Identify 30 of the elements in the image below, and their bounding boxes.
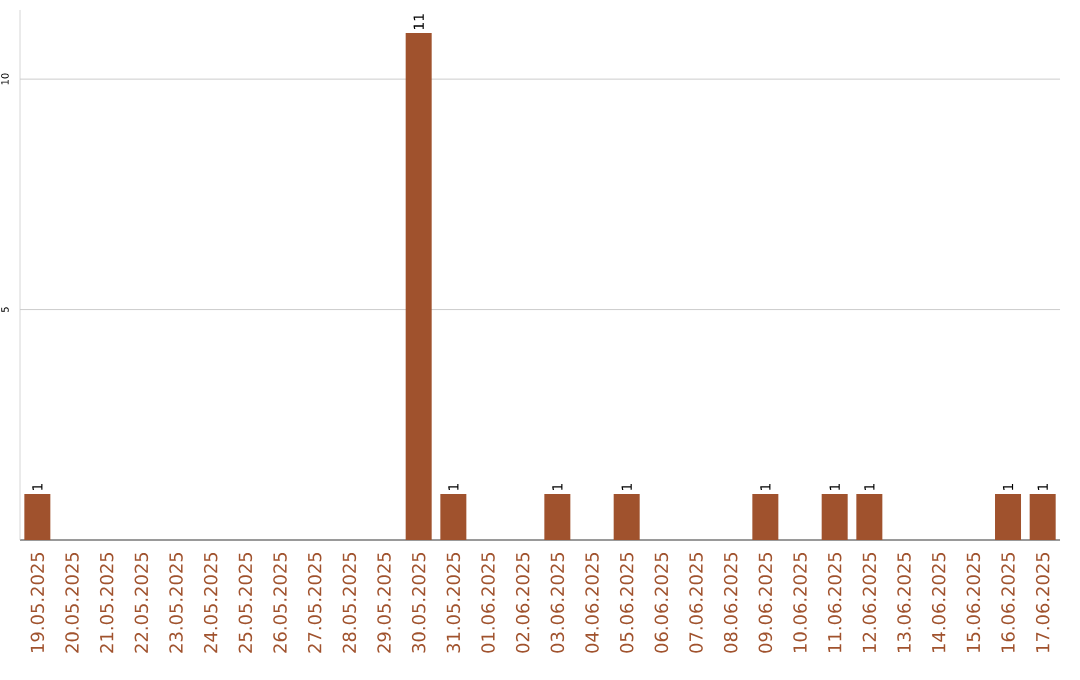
x-tick-label: 27.05.2025 [307, 552, 322, 653]
x-tick-label: 11.06.2025 [827, 552, 842, 652]
x-tick-label: 13.06.2025 [897, 552, 911, 652]
x-tick-label: 23.05.2025 [169, 552, 183, 653]
x-tick-label: 07.06.2025 [689, 552, 703, 653]
x-tick-label: 16.06.2025 [1001, 552, 1015, 652]
x-tick-label: 29.05.2025 [377, 552, 391, 653]
x-tick-label: 03.06.2025 [550, 552, 565, 653]
x-tick-label: 08.06.2025 [723, 552, 738, 653]
x-tick-label: 28.05.2025 [342, 552, 357, 653]
x-tick-label: 15.06.2025 [966, 552, 981, 652]
x-tick-label: 12.06.2025 [862, 552, 877, 652]
x-tick-label: 17.06.2025 [1035, 552, 1050, 652]
x-tick-label: 14.06.2025 [931, 552, 946, 652]
x-tick-label: 24.05.2025 [203, 552, 218, 653]
x-tick-label: 30.05.2025 [411, 552, 426, 653]
x-tick-label: 31.05.2025 [446, 552, 461, 653]
x-tick-label: 25.05.2025 [238, 552, 253, 653]
x-tick-label: 05.06.2025 [619, 552, 634, 653]
x-tick-label: 20.05.2025 [65, 552, 79, 653]
x-tick-label: 10.06.2025 [793, 552, 807, 652]
x-tick-label: 02.06.2025 [515, 552, 530, 653]
x-tick-label: 26.05.2025 [273, 552, 287, 653]
x-tick-label: 04.06.2025 [585, 552, 599, 653]
x-tick-label: 21.05.2025 [99, 552, 114, 653]
x-tick-label: 19.05.2025 [30, 552, 45, 652]
x-tick-label: 22.05.2025 [134, 552, 149, 653]
x-tick-label: 01.06.2025 [481, 552, 495, 653]
x-tick-label: 06.06.2025 [654, 552, 669, 653]
x-tick-label: 09.06.2025 [758, 552, 773, 653]
